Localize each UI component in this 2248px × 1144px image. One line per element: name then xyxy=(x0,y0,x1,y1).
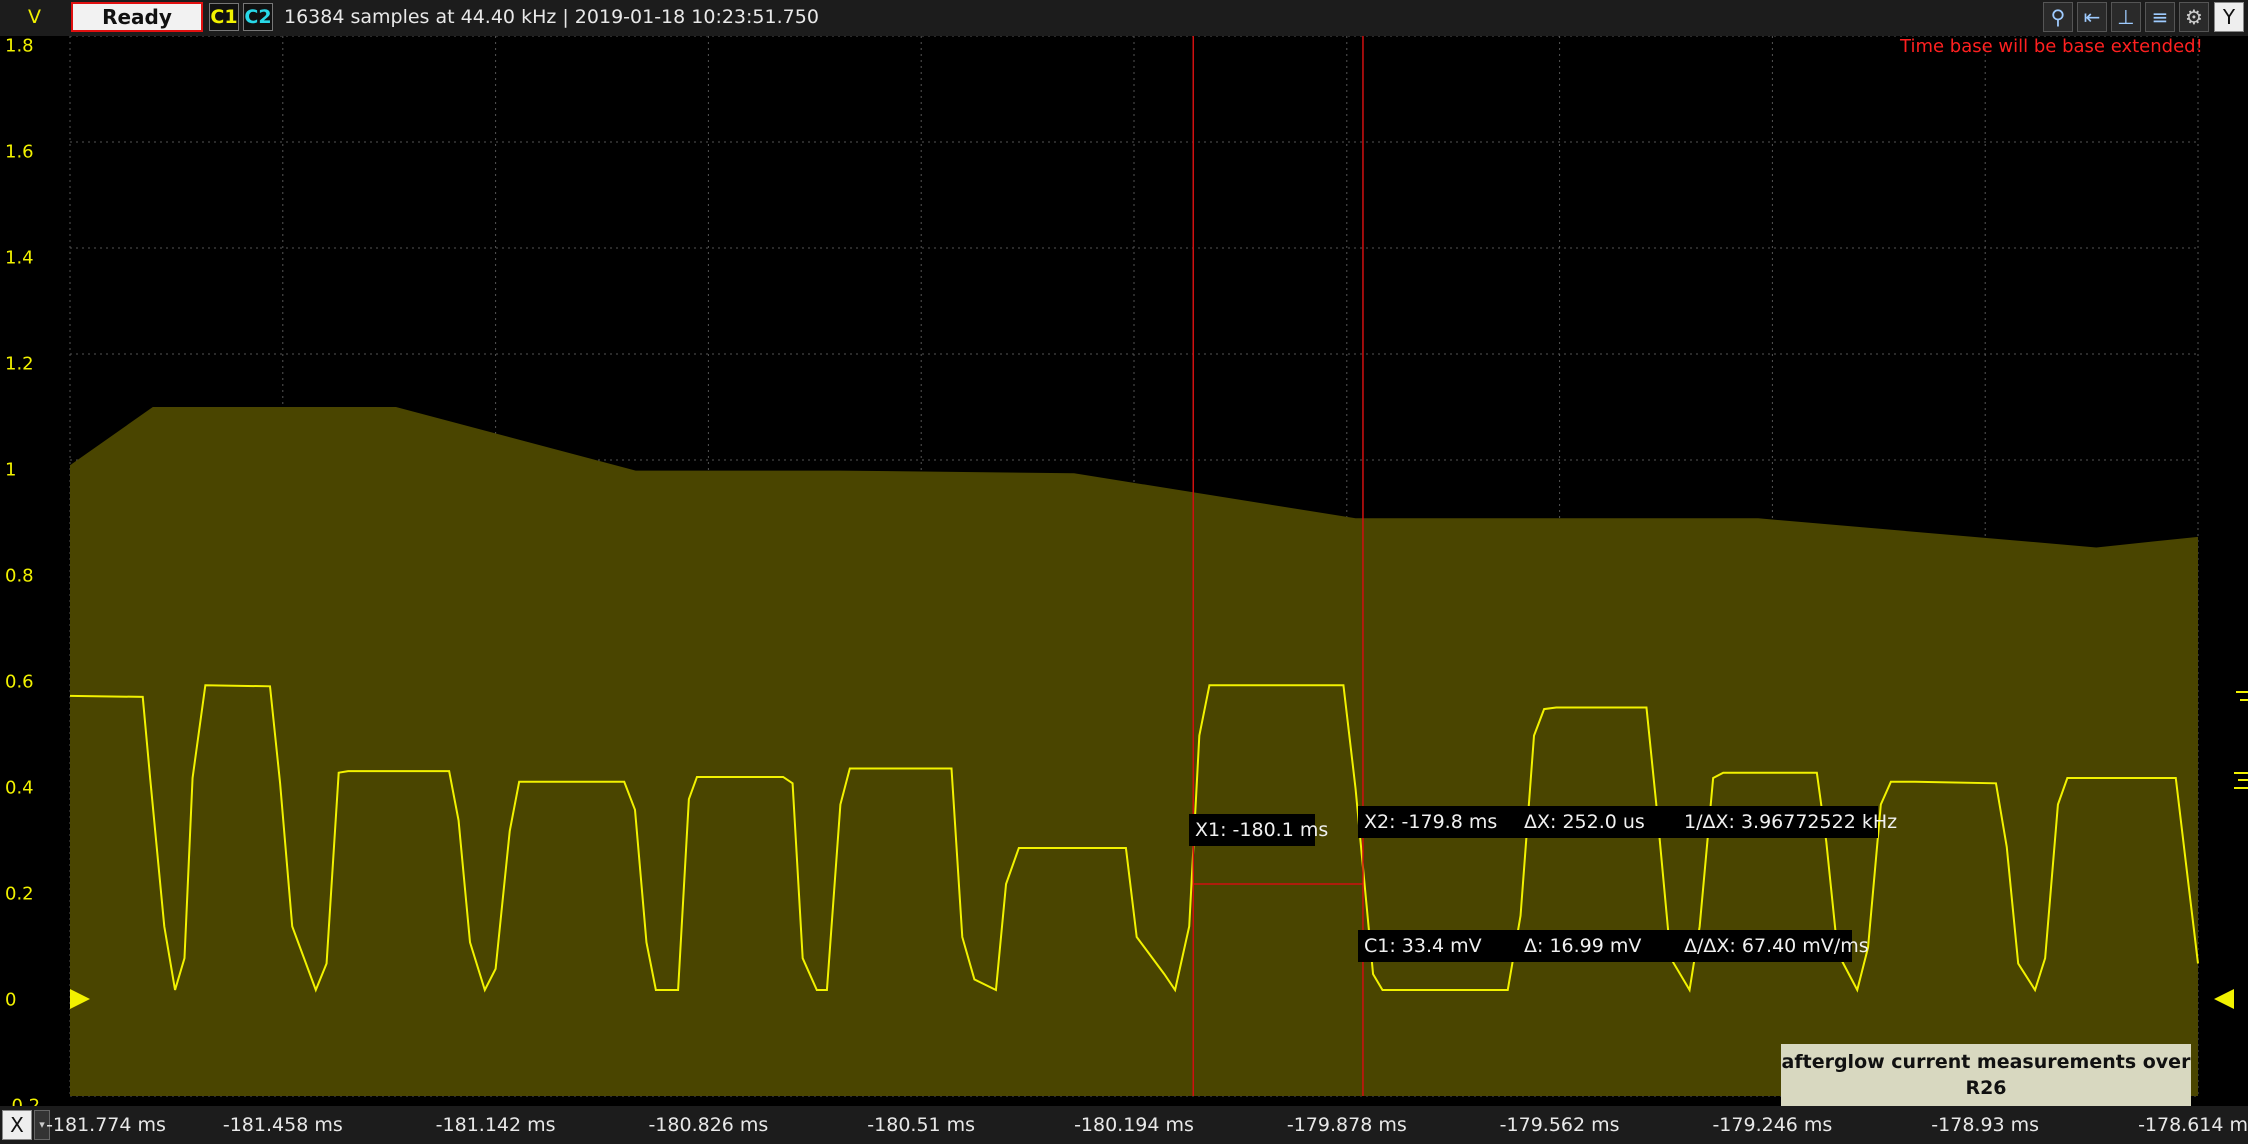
left-zero-marker[interactable] xyxy=(70,989,90,1009)
y-tick-label: 0.6 xyxy=(5,671,34,693)
x1-label: X1: -180.1 ms xyxy=(1195,819,1329,841)
cursor-y-readout: C1: 33.4 mV Δ: 16.99 mV Δ/ΔX: 67.40 mV/m… xyxy=(1358,930,1869,962)
cursor-lines[interactable] xyxy=(1192,36,1364,1096)
scope-plot[interactable] xyxy=(0,36,2248,1106)
y-tick-label: 0 xyxy=(5,989,17,1011)
x-axis-button[interactable]: X xyxy=(2,1110,32,1140)
y-tick-label: 1.6 xyxy=(5,141,34,163)
x2-label: X2: -179.8 ms xyxy=(1364,811,1498,833)
cursor-x2-readout: X2: -179.8 ms ΔX: 252.0 us 1/ΔX: 3.96772… xyxy=(1358,806,1897,838)
channel-2-button[interactable]: C2 xyxy=(243,3,273,31)
slope-label: Δ/ΔX: 67.40 mV/ms xyxy=(1684,935,1869,957)
x-tick-label: -179.246 ms xyxy=(1712,1114,1833,1136)
x-axis-dropdown-icon[interactable]: ▾ xyxy=(34,1110,50,1140)
y-tick-label: 1.8 xyxy=(5,35,34,57)
channel-1-button[interactable]: C1 xyxy=(209,3,239,31)
right-level-marks xyxy=(2234,691,2248,789)
x-tick-label: -181.458 ms xyxy=(222,1114,343,1136)
caption-title: afterglow current measurements over R26 xyxy=(1781,1051,2191,1099)
y-tick-label: 1 xyxy=(5,459,17,481)
y-tick-label: 1.2 xyxy=(5,353,34,375)
delta-x-label: ΔX: 252.0 us xyxy=(1524,811,1645,833)
timebase-warning: Time base will be base extended! xyxy=(1900,36,2203,57)
x-tick-label: -179.878 ms xyxy=(1286,1114,1407,1136)
right-zero-marker[interactable] xyxy=(2214,989,2234,1009)
settings-gear-icon[interactable]: ⚙ xyxy=(2179,2,2209,32)
cursor-bars-icon[interactable]: ≡ xyxy=(2145,2,2175,32)
y-tick-label: 0.8 xyxy=(5,565,34,587)
x-tick-label: -178.614 ms xyxy=(2138,1114,2248,1136)
cursor-horizontal-icon[interactable]: ⇤ xyxy=(2077,2,2107,32)
acquisition-info: 16384 samples at 44.40 kHz | 2019-01-18 … xyxy=(284,6,819,28)
inverse-delta-x-label: 1/ΔX: 3.96772522 kHz xyxy=(1684,811,1898,833)
top-toolbar: V Ready C1 C2 16384 samples at 44.40 kHz… xyxy=(0,0,2248,37)
y-tick-label: 0.2 xyxy=(5,883,34,905)
delta-value-label: Δ: 16.99 mV xyxy=(1524,935,1642,957)
cursor-vertical-icon[interactable]: ⊥ xyxy=(2111,2,2141,32)
plot-caption: afterglow current measurements over R26 … xyxy=(1781,1044,2191,1125)
x-tick-label: -180.51 ms xyxy=(867,1114,976,1136)
envelope-area xyxy=(70,407,2198,1096)
x-tick-label: -180.826 ms xyxy=(648,1114,769,1136)
c1-value-label: C1: 33.4 mV xyxy=(1364,935,1482,957)
channel-1-trace xyxy=(69,684,2199,993)
y-axis-unit: V xyxy=(28,6,41,28)
x-tick-label: -180.194 ms xyxy=(1074,1114,1194,1136)
y-axis-button[interactable]: Y xyxy=(2214,2,2244,32)
x-tick-label: -181.142 ms xyxy=(435,1114,556,1136)
cursor-x1-readout: X1: -180.1 ms xyxy=(1189,814,1328,846)
bottom-x-axis-bar: X ▾ -181.774 ms -181.458 ms -181.142 ms -18… xyxy=(0,1106,2248,1144)
x-tick-label: -179.562 ms xyxy=(1499,1114,1620,1136)
y-tick-label: 1.4 xyxy=(5,247,34,269)
run-status-button[interactable]: Ready xyxy=(71,2,203,32)
x-tick-label: -178.93 ms xyxy=(1931,1114,2040,1136)
x-tick-label: -181.774 ms xyxy=(46,1114,166,1136)
zoom-icon[interactable]: ⚲ xyxy=(2043,2,2073,32)
y-tick-label: 0.4 xyxy=(5,777,34,799)
